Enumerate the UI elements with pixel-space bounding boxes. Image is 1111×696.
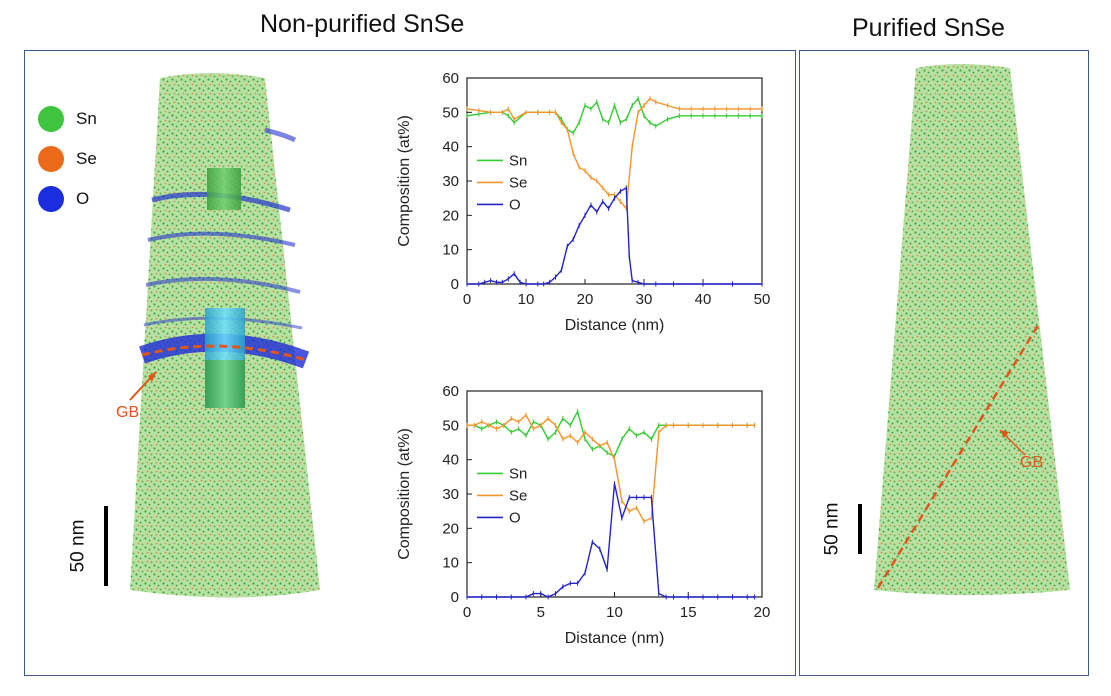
scale-bar-label: 50 nm <box>67 519 89 573</box>
y-tick-label: 50 <box>442 417 459 434</box>
x-tick-label: 15 <box>680 604 697 621</box>
scale-bar <box>104 506 108 586</box>
x-tick-label: 0 <box>463 604 471 621</box>
y-tick-label: 20 <box>442 207 459 224</box>
x-tick-label: 0 <box>463 291 471 308</box>
x-tick-label: 40 <box>695 291 712 308</box>
x-tick-label: 20 <box>754 604 771 621</box>
x-tick-label: 10 <box>518 291 535 308</box>
legend-label-sn: Sn <box>509 465 527 482</box>
y-tick-label: 50 <box>442 104 459 121</box>
left-title: Non-purified SnSe <box>260 10 465 38</box>
right-title: Purified SnSe <box>852 14 1005 42</box>
legend-item-o: O <box>38 186 89 212</box>
x-tick-label: 50 <box>754 291 771 308</box>
y-tick-label: 30 <box>442 173 459 190</box>
x-tick-label: 5 <box>537 604 545 621</box>
composition-chart-bottom: 0 10 20 30 40 50 60 0 5 10 15 20 Distance (nm) Compos… <box>396 383 771 647</box>
x-tick-label: 30 <box>636 291 653 308</box>
x-tick-label: 20 <box>577 291 594 308</box>
gb-label: GB <box>116 404 140 421</box>
y-axis-label: Composition (at%) <box>396 115 413 247</box>
y-tick-label: 10 <box>442 555 459 572</box>
purified-tip-reconstruction <box>874 64 1070 595</box>
legend-item-sn: Sn <box>38 106 97 132</box>
purified-panel <box>799 50 1089 676</box>
non-purified-tip-reconstruction <box>129 73 320 598</box>
legend-item-se: Se <box>38 146 97 172</box>
y-tick-label: 10 <box>442 242 459 259</box>
legend-label-sn: Sn <box>509 152 527 169</box>
series-line-se <box>466 97 762 211</box>
y-tick-label: 20 <box>442 520 459 537</box>
y-tick-label: 60 <box>442 70 459 87</box>
se-dot-icon <box>38 146 64 172</box>
legend-label: O <box>76 189 90 208</box>
sn-dot-icon <box>38 106 64 132</box>
non-purified-panel <box>24 50 796 676</box>
y-axis-label: Composition (at%) <box>396 428 413 560</box>
y-tick-label: 60 <box>442 383 459 400</box>
legend-label-se: Se <box>509 174 527 191</box>
y-tick-label: 40 <box>442 452 459 469</box>
x-axis-label: Distance (nm) <box>565 630 665 647</box>
legend-label: Se <box>76 149 97 168</box>
gb-label-purified: GB <box>1020 454 1044 471</box>
x-axis-label: Distance (nm) <box>565 317 665 334</box>
x-tick-label: 10 <box>606 604 623 621</box>
legend-label-se: Se <box>509 487 527 504</box>
legend-label: Sn <box>76 109 97 128</box>
scale-bar-label-purified: 50 nm <box>821 502 843 556</box>
o-dot-icon <box>38 186 64 212</box>
y-tick-label: 30 <box>442 486 459 503</box>
y-tick-label: 0 <box>451 589 459 606</box>
scale-bar-purified <box>858 504 862 554</box>
y-tick-label: 0 <box>451 276 459 293</box>
y-tick-label: 40 <box>442 139 459 156</box>
legend-label-o: O <box>509 196 521 213</box>
composition-chart-top: 0 10 20 30 40 50 60 0 10 20 30 40 50 Distance (nm) Com… <box>396 70 771 334</box>
legend-label-o: O <box>509 509 521 526</box>
